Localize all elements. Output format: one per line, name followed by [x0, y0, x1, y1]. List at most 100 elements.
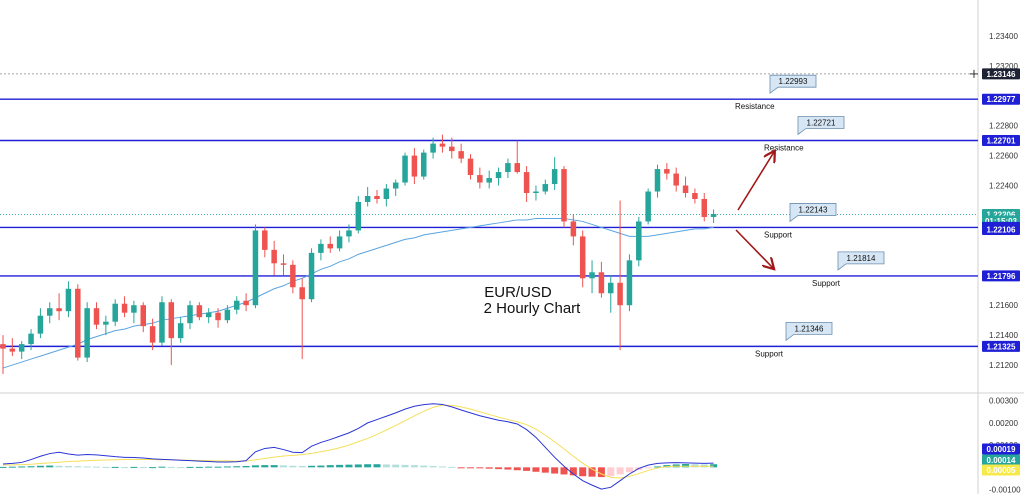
candle-body — [682, 185, 689, 194]
macd-histogram-bar — [102, 466, 110, 468]
price-tag-label: 1.22701 — [987, 136, 1016, 145]
price-tag-bg — [982, 68, 1020, 80]
macd-histogram-bar — [373, 464, 381, 468]
macd-histogram-bar — [345, 464, 353, 468]
candle-body — [477, 175, 483, 183]
macd-histogram-bar — [223, 466, 231, 468]
candle-body — [18, 344, 25, 352]
candle-body — [65, 288, 72, 312]
candle-body — [523, 172, 530, 194]
candle-body — [37, 315, 44, 334]
macd-histogram-bar — [616, 467, 624, 475]
candle-body — [252, 230, 259, 306]
candle-body — [131, 305, 137, 313]
indicator-tag-bg — [982, 443, 1020, 455]
price-tick-label: 1.21200 — [989, 361, 1018, 370]
macd-histogram-bar — [317, 465, 325, 468]
macd-histogram-bar — [467, 467, 474, 469]
macd-line — [2, 403, 714, 490]
candle-body — [346, 230, 352, 237]
level-label-4: Support — [755, 349, 784, 358]
price-tag-label: 1.23146 — [987, 70, 1016, 79]
candle-body — [579, 236, 586, 279]
candle-body — [570, 221, 577, 237]
price-tick-label: 1.23400 — [989, 32, 1018, 41]
arrow-down — [735, 229, 773, 268]
level-callout-box-4 — [785, 321, 833, 342]
price-tick-label: 1.23200 — [989, 62, 1018, 71]
price-tag-label: 1.21325 — [987, 342, 1016, 351]
candle-body — [364, 196, 371, 202]
macd-histogram-bar — [121, 467, 129, 469]
macd-histogram-bar — [401, 464, 409, 468]
level-label-2: Support — [764, 230, 793, 239]
indicator-tag-bg — [982, 464, 1020, 476]
macd-histogram-bar — [336, 464, 344, 468]
macd-histogram-bar — [261, 465, 269, 468]
candle-body — [598, 272, 605, 294]
candle-body — [654, 169, 661, 192]
macd-histogram-bar — [364, 464, 372, 468]
candle-body — [505, 163, 511, 173]
price-tag-label: 1.22106 — [987, 226, 1016, 235]
price-tag-bg — [982, 134, 1020, 146]
candle-body — [411, 155, 418, 177]
macd-histogram-bar — [682, 464, 690, 468]
macd-histogram-bar — [513, 467, 521, 471]
candle-body — [533, 191, 539, 194]
macd-histogram-bar — [111, 466, 119, 468]
macd-histogram-bar — [308, 465, 316, 468]
indicator-tick-label: 0.00200 — [989, 419, 1018, 428]
chart-title: EUR/USD — [484, 284, 552, 301]
candle-body — [28, 333, 34, 345]
macd-histogram-bar — [523, 467, 531, 471]
macd-histogram-bar — [429, 466, 437, 468]
chart-subtitle: 2 Hourly Chart — [484, 300, 582, 317]
candle-body — [0, 344, 6, 349]
candle-body — [112, 303, 118, 322]
macd-histogram-bar — [495, 467, 503, 470]
macd-histogram-bar — [541, 467, 549, 473]
macd-histogram-bar — [46, 465, 54, 468]
macd-histogram-bar — [644, 467, 652, 469]
candle-body — [271, 249, 277, 264]
candle-body — [421, 152, 427, 177]
price-tick-label: 1.22400 — [989, 182, 1018, 191]
macd-histogram-bar — [0, 466, 7, 468]
macd-histogram-bar — [205, 466, 213, 468]
price-tag-label: 1.22977 — [987, 95, 1016, 104]
price-tag-label: 01:15:03 — [985, 217, 1018, 226]
candle-body — [56, 308, 62, 312]
moving-average-line — [2, 217, 714, 369]
macd-histogram-bar — [36, 465, 44, 468]
candle-body — [47, 308, 53, 316]
candle-body — [402, 155, 408, 183]
candle-body — [327, 243, 333, 249]
candle-body — [243, 300, 249, 306]
candle-body — [308, 252, 315, 300]
candle-body — [336, 236, 343, 249]
candle-body — [224, 309, 231, 321]
macd-histogram-bar — [504, 467, 512, 470]
macd-histogram-bar — [420, 465, 428, 468]
macd-histogram-bar — [579, 467, 587, 477]
macd-histogram-bar — [214, 466, 222, 468]
candle-body — [93, 308, 100, 325]
macd-histogram-bar — [588, 467, 596, 477]
candle-body — [299, 287, 305, 300]
candle-body — [467, 158, 474, 176]
candle-body — [205, 312, 212, 318]
macd-histogram-bar — [74, 466, 82, 468]
macd-histogram-bar — [167, 466, 175, 468]
candle-body — [121, 303, 128, 313]
indicator-tick-label: -0.00100 — [989, 486, 1021, 494]
candle-body — [374, 196, 380, 199]
price-tick-label: 1.21600 — [989, 301, 1018, 310]
indicator-tag-label: 0.00005 — [987, 466, 1016, 475]
candle-body — [84, 308, 90, 358]
level-label-0: Resistance — [735, 102, 775, 111]
candle-body — [149, 326, 156, 343]
macd-histogram-bar — [382, 464, 390, 468]
macd-histogram-bar — [55, 465, 63, 468]
